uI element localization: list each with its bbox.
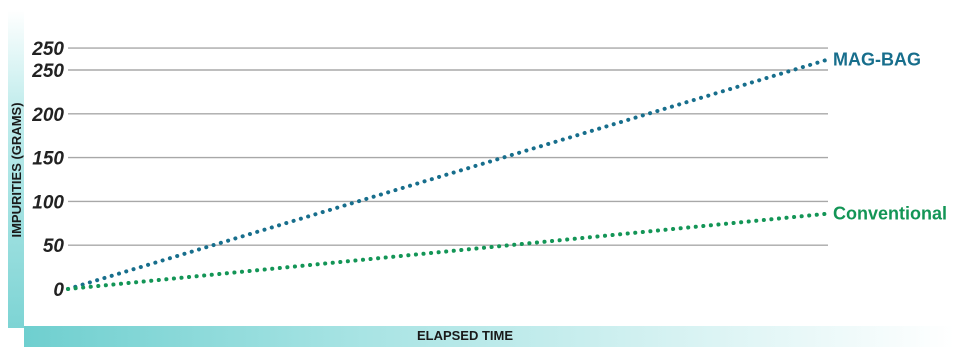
series-label: MAG-BAG — [833, 49, 921, 69]
y-tick-label: 100 — [32, 192, 64, 213]
y-tick-label: 250 — [31, 61, 64, 82]
y-tick-label: 200 — [31, 105, 64, 126]
y-axis-title: IMPURITIES (GRAMS) — [9, 102, 24, 237]
series-line-mag-bag — [66, 57, 830, 291]
gridlines — [68, 47, 828, 246]
y-tick-label: 150 — [32, 149, 64, 170]
x-axis-title: ELAPSED TIME — [417, 328, 513, 343]
y-tick-label: 50 — [43, 236, 65, 257]
series-line-conventional — [66, 211, 830, 291]
series-label: Conventional — [833, 204, 947, 224]
y-axis-band — [8, 10, 24, 328]
series-labels: MAG-BAG Conventional — [833, 49, 947, 223]
x-axis-band — [24, 326, 954, 347]
series-lines — [66, 57, 830, 291]
y-tick-label: 250 — [31, 39, 64, 60]
y-tick-label: 0 — [53, 280, 64, 301]
